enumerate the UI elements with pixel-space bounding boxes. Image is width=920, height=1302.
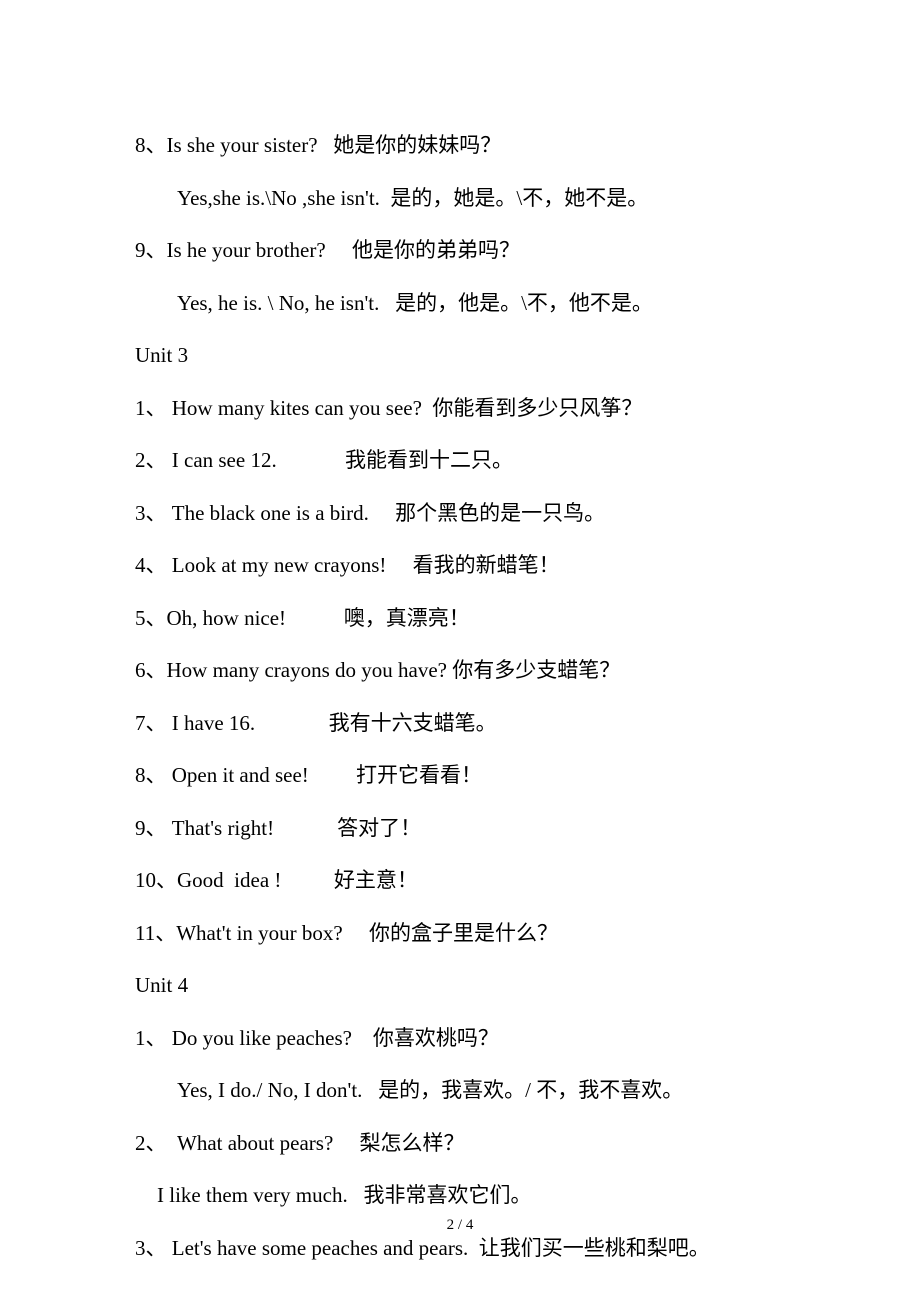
text-line: Unit 4	[135, 970, 785, 1002]
text-line: 5、Oh, how nice! 噢，真漂亮！	[135, 603, 785, 635]
text-line: 7、 I have 16. 我有十六支蜡笔。	[135, 708, 785, 740]
content-body: 8、Is she your sister? 她是你的妹妹吗？ Yes,she is…	[135, 130, 785, 1264]
text-line: 8、Is she your sister? 她是你的妹妹吗？	[135, 130, 785, 162]
text-line: 2、 What about pears? 梨怎么样？	[135, 1128, 785, 1160]
text-line: Yes, I do./ No, I don't. 是的，我喜欢。/ 不，我不喜欢…	[135, 1075, 785, 1107]
text-line: 4、 Look at my new crayons! 看我的新蜡笔！	[135, 550, 785, 582]
text-line: 11、What't in your box? 你的盒子里是什么？	[135, 918, 785, 950]
text-line: 6、How many crayons do you have? 你有多少支蜡笔？	[135, 655, 785, 687]
text-line: 10、Good idea ! 好主意！	[135, 865, 785, 897]
page-number: 2 / 4	[0, 1217, 920, 1234]
text-line: 1、 How many kites can you see? 你能看到多少只风筝…	[135, 393, 785, 425]
text-line: Unit 3	[135, 340, 785, 372]
text-line: 9、Is he your brother? 他是你的弟弟吗？	[135, 235, 785, 267]
text-line: 3、 The black one is a bird. 那个黑色的是一只鸟。	[135, 498, 785, 530]
text-line: 8、 Open it and see! 打开它看看！	[135, 760, 785, 792]
document-page: 8、Is she your sister? 她是你的妹妹吗？ Yes,she is…	[0, 0, 920, 1302]
text-line: 9、 That's right! 答对了！	[135, 813, 785, 845]
text-line: Yes, he is. \ No, he isn't. 是的，他是。\不，他不是…	[135, 288, 785, 320]
text-line: 2、 I can see 12. 我能看到十二只。	[135, 445, 785, 477]
text-line: Yes,she is.\No ,she isn't. 是的，她是。\不，她不是。	[135, 183, 785, 215]
text-line: 3、 Let's have some peaches and pears. 让我…	[135, 1233, 785, 1265]
text-line: 1、 Do you like peaches? 你喜欢桃吗？	[135, 1023, 785, 1055]
text-line: I like them very much. 我非常喜欢它们。	[135, 1180, 785, 1212]
